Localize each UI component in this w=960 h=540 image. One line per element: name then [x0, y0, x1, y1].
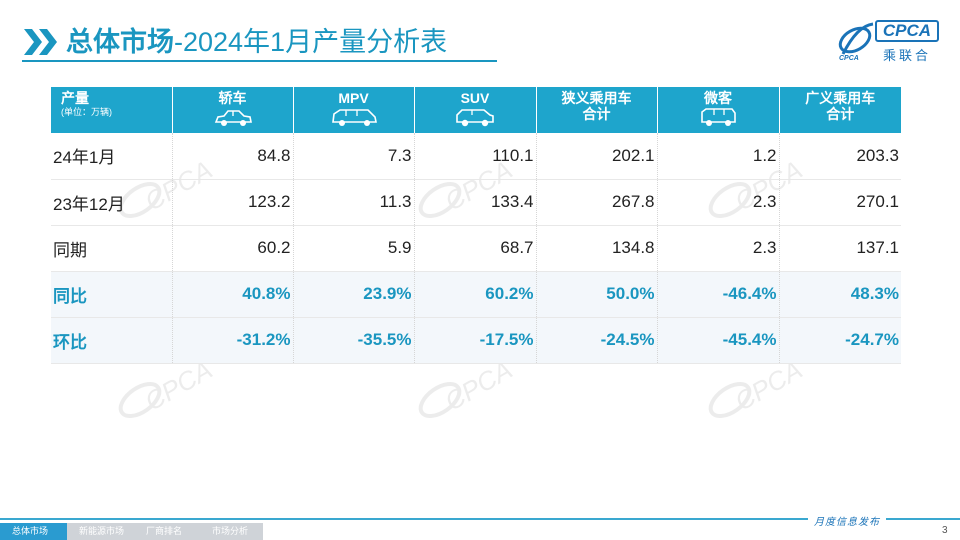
table-cell: -46.4%: [657, 271, 780, 318]
header-label: MPV: [338, 90, 369, 106]
footer-tab-ranking[interactable]: 厂商排名: [134, 523, 200, 540]
page-title: 总体市场-2024年1月产量分析表: [66, 25, 447, 59]
header-sedan: 轿车: [172, 87, 294, 133]
header-label: SUV: [460, 90, 490, 106]
table-cell: 133.4: [414, 179, 537, 226]
row-label: 23年12月: [51, 179, 173, 226]
row-label: 环比: [51, 317, 173, 364]
header-label-2: 合计: [582, 106, 611, 122]
header-minivan: 微客: [657, 87, 780, 133]
double-chevron-icon: [22, 25, 66, 59]
header-mpv: MPV: [293, 87, 415, 133]
table-row: 23年12月 123.2 11.3 133.4 267.8 2.3 270.1: [51, 179, 901, 226]
header-suv: SUV: [414, 87, 537, 133]
table-cell: 40.8%: [172, 271, 294, 318]
table-cell: -17.5%: [414, 317, 537, 364]
table-cell: -35.5%: [293, 317, 415, 364]
table-cell: 23.9%: [293, 271, 415, 318]
svg-text:CPCA: CPCA: [440, 354, 518, 416]
table-cell: 1.2: [657, 133, 780, 180]
row-label: 24年1月: [51, 133, 173, 180]
table-cell: 123.2: [172, 179, 294, 226]
sedan-icon: [214, 110, 252, 126]
footer-release-label: 月度信息发布: [808, 513, 886, 528]
table-row-mom: 环比 -31.2% -35.5% -17.5% -24.5% -45.4% -2…: [51, 317, 901, 364]
header-label-2: 合计: [826, 106, 855, 122]
table-cell: 7.3: [293, 133, 415, 180]
suv-icon: [456, 109, 494, 127]
minivan-icon: [701, 108, 736, 126]
watermark-logo: CPCA: [418, 354, 518, 418]
footer-line: [0, 518, 960, 520]
table-cell: 5.9: [293, 225, 415, 272]
header-label: 广义乘用车: [805, 90, 876, 106]
header-production: 产量 (单位：万辆): [51, 87, 173, 133]
row-label: 同期: [51, 225, 173, 272]
table-cell: 2.3: [657, 179, 780, 226]
mpv-icon: [331, 109, 377, 126]
logo-subtext: 乘联合: [883, 48, 932, 63]
svg-text:CPCA: CPCA: [839, 55, 859, 62]
cpca-logo: CPCA CPCA 乘联合: [835, 18, 945, 63]
header-label: 产量: [61, 90, 89, 106]
header-narrow-total: 狭义乘用车 合计: [536, 87, 658, 133]
table-cell: 60.2: [172, 225, 294, 272]
table-cell: 60.2%: [414, 271, 537, 318]
svg-text:CPCA: CPCA: [140, 354, 218, 416]
table-cell: -45.4%: [657, 317, 780, 364]
table-cell: 50.0%: [536, 271, 658, 318]
table-cell: 84.8: [172, 133, 294, 180]
table-cell: 48.3%: [779, 271, 901, 318]
title-bar: 总体市场-2024年1月产量分析表: [22, 22, 447, 62]
footer-tab-overall[interactable]: 总体市场: [0, 523, 67, 540]
watermark-logo: CPCA: [708, 354, 808, 418]
title-strong: 总体市场: [66, 27, 174, 57]
table-cell: -24.7%: [779, 317, 901, 364]
header-broad-total: 广义乘用车 合计: [779, 87, 901, 133]
logo-swoosh-icon: CPCA: [838, 22, 874, 62]
table-cell: 11.3: [293, 179, 415, 226]
table-cell: -31.2%: [172, 317, 294, 364]
footer-tab-nev[interactable]: 新能源市场: [67, 523, 134, 540]
footer-tabs: 总体市场 新能源市场 厂商排名 市场分析: [0, 523, 263, 540]
table-cell: 270.1: [779, 179, 901, 226]
header-unit: (单位：万辆): [61, 107, 112, 117]
table-cell: -24.5%: [536, 317, 658, 364]
table-cell: 202.1: [536, 133, 658, 180]
table-cell: 2.3: [657, 225, 780, 272]
title-underline: [22, 60, 497, 62]
footer-tab-analysis[interactable]: 市场分析: [200, 523, 263, 540]
header-label: 微客: [704, 90, 732, 106]
logo-text: CPCA: [875, 20, 939, 42]
table-header-row: 产量 (单位：万辆) 轿车 MPV: [51, 87, 901, 133]
title-rest: -2024年1月产量分析表: [174, 27, 448, 57]
table-row: 同期 60.2 5.9 68.7 134.8 2.3 137.1: [51, 225, 901, 272]
row-label: 同比: [51, 271, 173, 318]
production-table: 产量 (单位：万辆) 轿车 MPV: [51, 87, 901, 364]
page-number: 3: [942, 525, 948, 536]
table-cell: 267.8: [536, 179, 658, 226]
table-cell: 68.7: [414, 225, 537, 272]
table-row-yoy: 同比 40.8% 23.9% 60.2% 50.0% -46.4% 48.3%: [51, 271, 901, 318]
table-row: 24年1月 84.8 7.3 110.1 202.1 1.2 203.3: [51, 133, 901, 180]
table-cell: 137.1: [779, 225, 901, 272]
watermark-logo: CPCA: [118, 354, 218, 418]
table-cell: 203.3: [779, 133, 901, 180]
table-cell: 134.8: [536, 225, 658, 272]
table-cell: 110.1: [414, 133, 537, 180]
header-label: 狭义乘用车: [561, 90, 632, 106]
header-label: 轿车: [218, 90, 247, 106]
svg-text:CPCA: CPCA: [730, 354, 808, 416]
